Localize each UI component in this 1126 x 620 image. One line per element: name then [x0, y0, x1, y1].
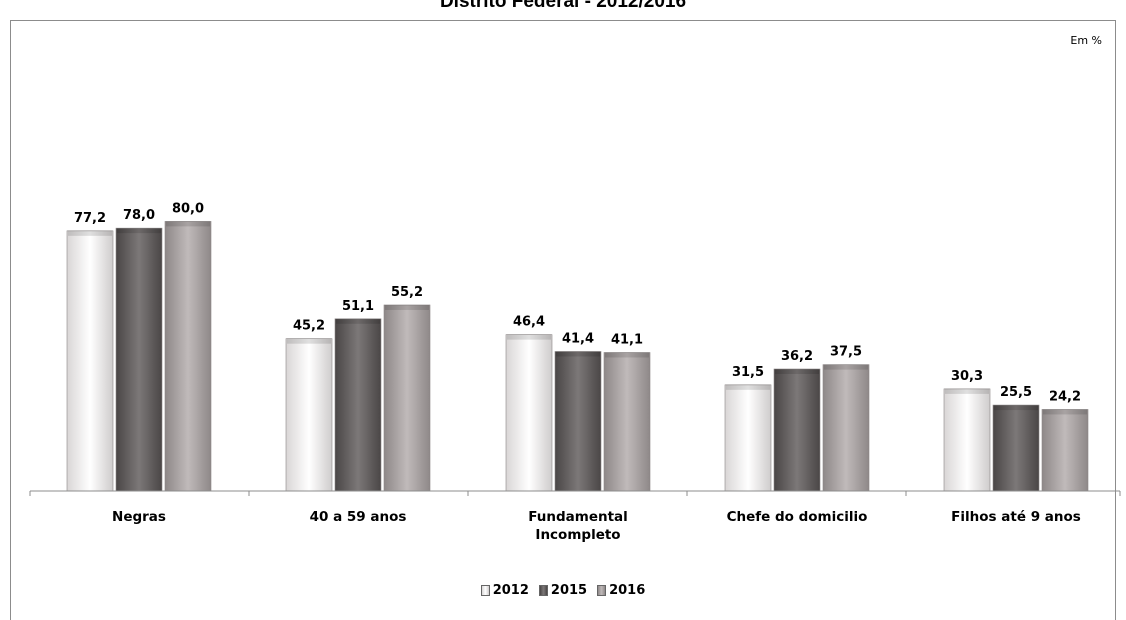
value-label-2015-4: 25,5: [1000, 385, 1032, 400]
bar-2016-0: [164, 221, 212, 492]
value-label-2015-2: 41,4: [562, 331, 594, 346]
value-label-2012-4: 30,3: [951, 369, 983, 384]
legend-label-2012: 2012: [492, 583, 529, 598]
labels-layer: 77,2 78,0 80,0 Negras 45,2 51,1 55,2 40 a 59 an…: [74, 201, 1081, 543]
bar-2012-2: [505, 334, 553, 492]
category-label-1: 40 a 59 anos: [310, 509, 407, 525]
value-label-2016-4: 24,2: [1049, 389, 1081, 404]
legend-swatch-2012: [480, 585, 490, 596]
bar-2012-4: [943, 388, 991, 492]
bar-2016-2: [603, 352, 651, 492]
value-label-2016-1: 55,2: [391, 285, 423, 300]
value-label-2016-0: 80,0: [172, 201, 204, 216]
bar-2015-4: [992, 404, 1040, 492]
value-label-2012-0: 77,2: [74, 211, 106, 226]
category-label-4: Filhos até 9 anos: [951, 509, 1081, 525]
bar-2012-3: [724, 384, 772, 492]
bar-2012-1: [285, 338, 333, 492]
value-label-2015-3: 36,2: [781, 349, 813, 364]
bar-2015-2: [554, 351, 602, 492]
bar-2016-3: [822, 364, 870, 492]
value-label-2012-3: 31,5: [732, 365, 764, 380]
bar-2016-4: [1041, 409, 1089, 492]
value-label-2015-1: 51,1: [342, 299, 374, 314]
legend-swatch-2016: [597, 585, 607, 596]
unit-label: Em %: [1070, 34, 1102, 47]
chart-frame: [10, 20, 1116, 620]
bar-2012-0: [66, 230, 114, 492]
value-label-2012-1: 45,2: [293, 319, 325, 334]
legend-item-2016: 2016: [597, 583, 645, 598]
bar-2016-1: [383, 304, 431, 492]
value-label-2016-2: 41,1: [611, 332, 643, 347]
legend: 2012 2015 2016: [0, 583, 1126, 600]
legend-item-2015: 2015: [538, 583, 588, 598]
bar-2015-0: [115, 227, 163, 492]
category-label-0: Negras: [112, 509, 166, 525]
bars-layer: [66, 221, 1089, 492]
bar-2015-1: [334, 318, 382, 492]
legend-item-2012: 2012: [480, 583, 529, 598]
value-label-2015-0: 78,0: [123, 208, 155, 223]
value-label-2016-3: 37,5: [830, 345, 862, 360]
category-label-2: Fundamental Incompleto: [528, 509, 628, 543]
legend-swatch-2015: [538, 585, 548, 596]
chart-title: Distrito Federal - 2012/2016: [439, 0, 687, 12]
legend-label-2016: 2016: [609, 583, 646, 598]
value-label-2012-2: 46,4: [513, 315, 545, 330]
x-axis: [29, 490, 1121, 496]
legend-label-2015: 2015: [550, 583, 588, 598]
bar-2015-3: [773, 368, 821, 492]
category-label-3: Chefe do domicilio: [727, 509, 868, 525]
